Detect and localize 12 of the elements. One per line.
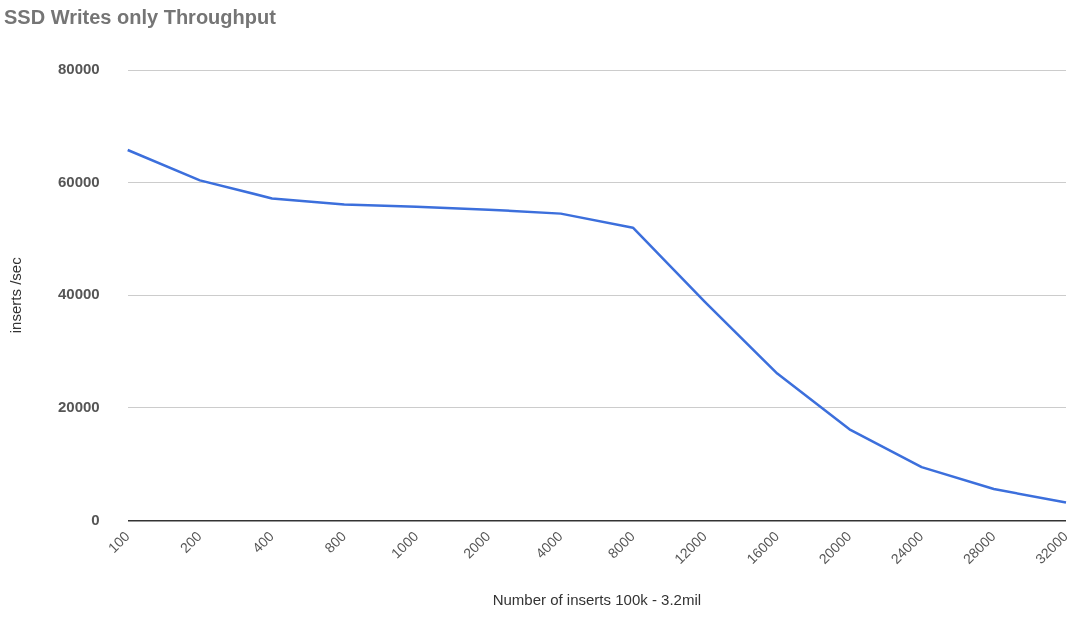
y-tick-label: 20000 — [57, 398, 100, 416]
y-tick-label: 60000 — [57, 172, 100, 190]
y-axis-title: inserts /sec — [7, 256, 25, 334]
x-tick-label: 100 — [104, 527, 133, 556]
y-tick-label: 80000 — [57, 60, 100, 78]
y-tick-label: 0 — [91, 510, 100, 528]
y-tick-label: 40000 — [57, 285, 100, 303]
chart-title: SSD Writes only Throughput — [4, 5, 277, 28]
x-axis-title: Number of inserts 100k - 3.2mil — [492, 591, 702, 609]
x-tick-label: 800 — [321, 527, 350, 556]
x-tick-label: 200 — [176, 527, 205, 556]
x-tick-label: 400 — [249, 527, 278, 556]
